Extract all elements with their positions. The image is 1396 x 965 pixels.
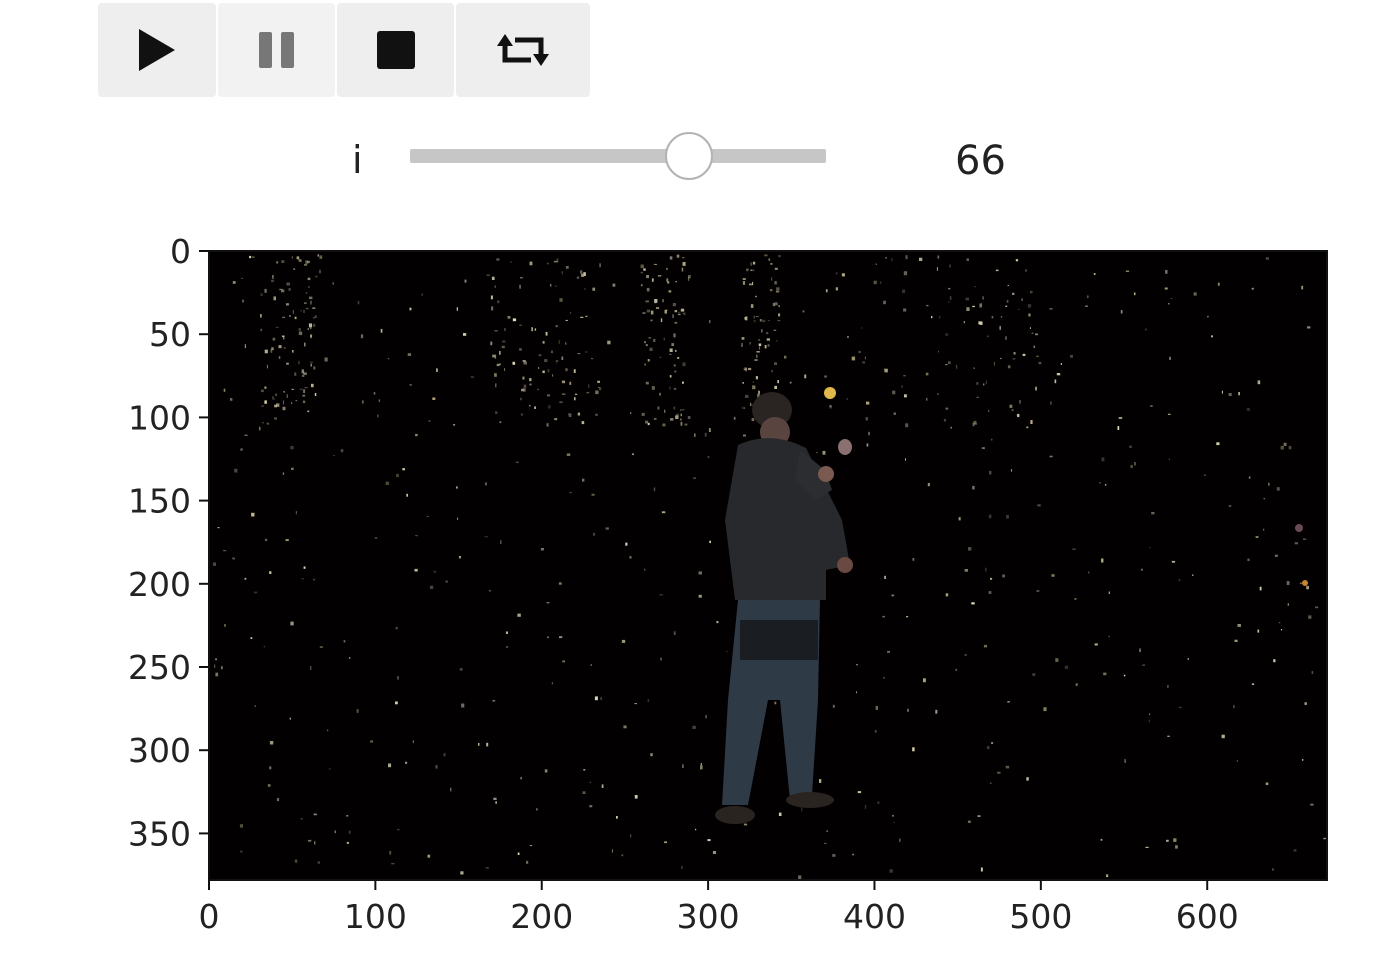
- x-axis: 0 100 200 300 400 500 600: [199, 880, 1239, 936]
- stop-icon: [376, 31, 415, 69]
- y-axis: 0 50 100 150 200 250 300 350: [128, 232, 209, 853]
- loop-button[interactable]: [456, 3, 590, 97]
- y-tick-label: 100: [128, 398, 191, 437]
- play-button[interactable]: [98, 3, 216, 97]
- y-tick-label: 50: [149, 315, 191, 354]
- pause-button[interactable]: [218, 3, 335, 97]
- slider-track[interactable]: [410, 149, 826, 163]
- plot-frame: [208, 250, 1328, 881]
- x-tick-label: 0: [199, 897, 220, 936]
- x-tick-label: 600: [1176, 897, 1239, 936]
- person-figure: [715, 387, 1308, 824]
- x-tick-label: 400: [843, 897, 906, 936]
- slider-value: 66: [955, 138, 1006, 184]
- noise-pixels: [212, 254, 1327, 880]
- y-tick-label: 300: [128, 731, 191, 770]
- loop-icon: [497, 34, 549, 66]
- play-icon: [139, 29, 175, 71]
- pause-icon: [258, 32, 294, 68]
- x-tick-label: 100: [344, 897, 407, 936]
- slider-handle[interactable]: [664, 132, 713, 180]
- y-tick-label: 150: [128, 482, 191, 521]
- slider-label: i: [352, 138, 363, 182]
- x-tick-label: 300: [677, 897, 740, 936]
- y-tick-label: 250: [128, 648, 191, 687]
- x-tick-label: 200: [510, 897, 573, 936]
- stop-button[interactable]: [337, 3, 454, 97]
- y-tick-label: 200: [128, 565, 191, 604]
- playback-controls: [98, 3, 590, 97]
- y-tick-label: 350: [128, 814, 191, 853]
- x-tick-label: 500: [1009, 897, 1072, 936]
- y-tick-label: 0: [170, 232, 191, 271]
